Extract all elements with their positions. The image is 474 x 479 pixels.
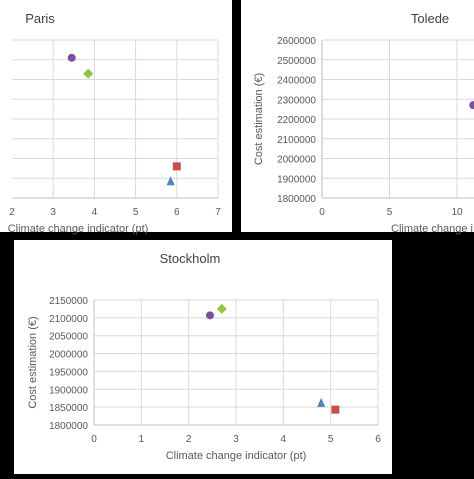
x-tick-label: 2 [186, 434, 192, 445]
chart-panel-background [14, 240, 392, 474]
chart-panel-2: 0 5 10 2600000 2500000 2400000 2300000 2200000 2… [241, 0, 474, 235]
x-tick-label: 5 [387, 207, 393, 218]
x-tick-label: 4 [92, 207, 98, 218]
y-tick-label: 1850000 [49, 403, 88, 414]
data-point-diamond [216, 303, 227, 314]
x-tick-label: 1 [139, 434, 145, 445]
chart-title: Paris [25, 11, 55, 26]
y-tick-label: 2100000 [277, 135, 316, 146]
x-tick-label: 6 [375, 434, 381, 445]
chart-panel-background [0, 0, 232, 232]
data-point-triangle [317, 397, 326, 407]
x-tick-label: 3 [50, 207, 56, 218]
y-tick-label: 1800000 [277, 194, 316, 205]
data-point-square [331, 405, 340, 414]
chart-panel-background [241, 0, 474, 232]
y-tick-label: 2600000 [277, 36, 316, 47]
x-tick-label: 3 [233, 434, 239, 445]
y-tick-label: 1900000 [277, 174, 316, 185]
data-point-diamond [83, 68, 94, 79]
x-axis-label: Climate change i [391, 223, 473, 235]
y-tick-label: 2200000 [277, 115, 316, 126]
y-tick-label: 2100000 [49, 314, 88, 325]
y-tick-label: 2500000 [277, 56, 316, 67]
y-tick-label: 1800000 [49, 421, 88, 432]
x-tick-label: 2 [9, 207, 15, 218]
x-axis-label: Climate change indicator (pt) [166, 450, 307, 462]
x-tick-label: 0 [319, 207, 325, 218]
y-tick-label: 2000000 [277, 155, 316, 166]
y-tick-label: 2300000 [277, 95, 316, 106]
x-tick-label: 4 [281, 434, 287, 445]
chart-title: Stockholm [160, 251, 221, 266]
x-tick-label: 0 [91, 434, 97, 445]
chart-panel-1: 2 3 4 5 6 7 Paris Climate change indicator (pt) [0, 0, 232, 235]
y-tick-label: 1900000 [49, 385, 88, 396]
data-point-circle [469, 101, 474, 110]
chart-title: Tolede [411, 11, 449, 26]
y-tick-label: 2400000 [277, 76, 316, 87]
y-tick-label: 2050000 [49, 332, 88, 343]
x-tick-label: 5 [133, 207, 139, 218]
y-axis-label: Cost estimation (€) [27, 316, 39, 408]
y-tick-label: 2150000 [49, 296, 88, 307]
data-point-square [172, 162, 181, 171]
x-axis-label: Climate change indicator (pt) [8, 223, 149, 235]
x-tick-label: 10 [451, 207, 463, 218]
y-axis-label: Cost estimation (€) [253, 73, 265, 165]
x-tick-label: 6 [174, 207, 180, 218]
y-tick-label: 2000000 [49, 350, 88, 361]
y-tick-label: 1950000 [49, 367, 88, 378]
x-tick-label: 7 [215, 207, 221, 218]
chart-panel-3: 0 1 2 3 4 5 6 2150000 2100000 2050000 2000000 19500… [14, 240, 392, 474]
data-point-circle [67, 53, 76, 62]
data-point-circle [205, 311, 214, 320]
x-tick-label: 5 [328, 434, 334, 445]
data-point-triangle [166, 176, 175, 186]
